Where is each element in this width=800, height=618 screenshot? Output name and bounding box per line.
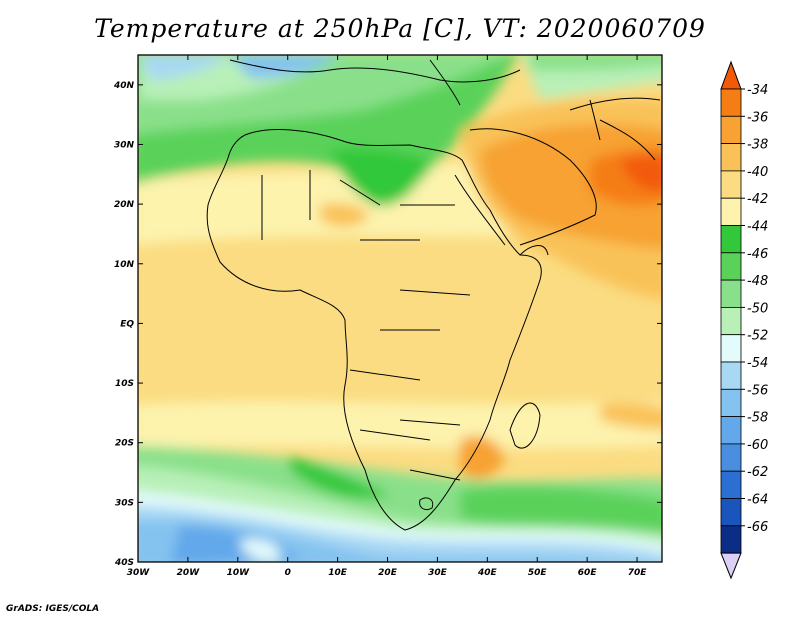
- colorbar-label: -48: [747, 274, 768, 289]
- x-tick-label: 30W: [127, 568, 151, 578]
- y-tick-label: 30S: [115, 498, 134, 508]
- colorbar-arrow-bottom: [720, 552, 742, 580]
- colorbar-box: [720, 388, 742, 417]
- colorbar: -34 -36 -38 -40 -42 -44 -46 -48 -50 -52 -54 -56 -58 -…: [720, 60, 768, 580]
- colorbar-box: [720, 443, 742, 472]
- x-tick-label: 10E: [328, 568, 348, 578]
- colorbar-label: -50: [747, 301, 768, 316]
- y-axis: 40N 30N 20N 10N EQ 10S 20S 30S 40S: [113, 81, 662, 568]
- colorbar-box: [720, 334, 742, 363]
- x-axis: 30W 20W 10W 0 10E 20E 30E 40E 50E 60E 70E: [127, 55, 647, 578]
- y-tick-label: 40S: [114, 558, 134, 568]
- y-tick-label: EQ: [120, 319, 134, 329]
- colorbar-label: -52: [747, 329, 768, 344]
- y-tick-label: 10N: [114, 260, 135, 270]
- x-tick-label: 0: [285, 568, 291, 578]
- colorbar-arrow-top: [720, 60, 742, 90]
- colorbar-label: -36: [747, 110, 768, 125]
- temperature-field: [138, 55, 662, 562]
- colorbar-label: -44: [747, 220, 768, 235]
- colorbar-box: [720, 252, 742, 281]
- colorbar-label: -42: [747, 192, 768, 207]
- colorbar-label: -66: [747, 520, 768, 535]
- map-frame: [137, 54, 663, 563]
- y-tick-label: 40N: [113, 81, 135, 91]
- colorbar-box: [720, 498, 742, 527]
- colorbar-box: [720, 88, 742, 117]
- colorbar-box: [720, 115, 742, 145]
- colorbar-box: [720, 197, 742, 226]
- colorbar-box: [720, 225, 742, 254]
- colorbar-box: [720, 170, 742, 199]
- x-tick-label: 20W: [177, 568, 201, 578]
- x-tick-label: 40E: [477, 568, 498, 578]
- colorbar-label: -46: [747, 247, 768, 262]
- colorbar-label: -40: [747, 165, 768, 180]
- colorbar-box: [720, 416, 742, 445]
- colorbar-box: [720, 143, 742, 172]
- y-tick-label: 30N: [114, 140, 135, 150]
- x-tick-label: 70E: [628, 568, 648, 578]
- colorbar-box: [720, 525, 742, 554]
- x-tick-label: 30E: [428, 568, 448, 578]
- colorbar-label: -38: [747, 138, 768, 153]
- colorbar-label: -56: [747, 383, 768, 398]
- y-tick-label: 20N: [114, 200, 135, 210]
- colorbar-label: -64: [747, 493, 768, 508]
- x-tick-label: 50E: [528, 568, 548, 578]
- colorbar-label: -58: [747, 411, 768, 426]
- x-tick-label: 60E: [578, 568, 598, 578]
- colorbar-label: -62: [747, 465, 768, 480]
- y-tick-label: 20S: [115, 439, 134, 449]
- x-tick-label: 10W: [227, 568, 251, 578]
- colorbar-label: -60: [747, 438, 768, 453]
- grads-credit: GrADS: IGES/COLA: [6, 604, 100, 614]
- colorbar-box: [720, 279, 742, 308]
- colorbar-box: [720, 361, 742, 390]
- y-tick-label: 10S: [115, 379, 134, 389]
- colorbar-box: [720, 470, 742, 499]
- x-tick-label: 20E: [378, 568, 398, 578]
- map-title: Temperature at 250hPa [C], VT: 202006070…: [94, 14, 706, 43]
- colorbar-label: -34: [747, 83, 768, 98]
- coastlines: [206, 59, 661, 531]
- colorbar-label: -54: [747, 356, 768, 371]
- colorbar-box: [720, 306, 742, 336]
